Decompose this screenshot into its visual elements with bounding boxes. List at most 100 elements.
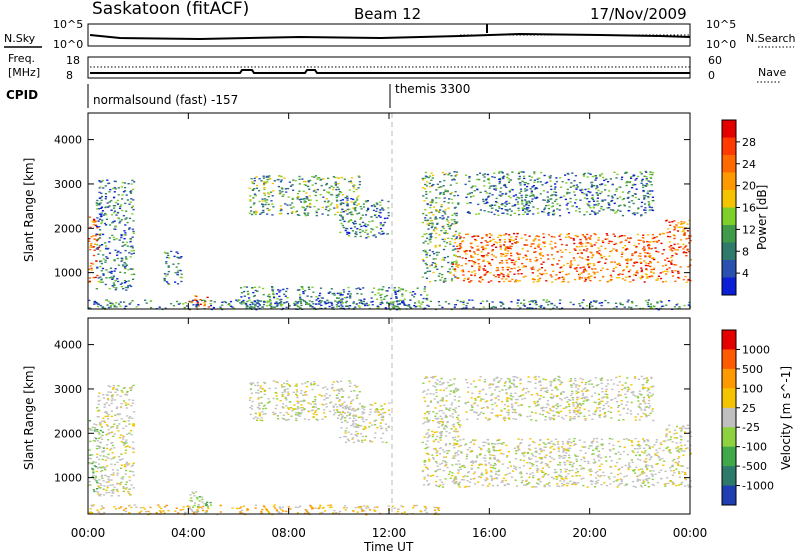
power-cell <box>589 213 592 215</box>
power-cell <box>516 241 519 243</box>
power-cell <box>122 265 125 267</box>
power-cell <box>422 187 425 189</box>
power-cell <box>530 243 533 245</box>
power-cell <box>90 262 93 265</box>
velocity-cell <box>484 479 488 482</box>
velocity-cell <box>350 424 353 427</box>
power-cell <box>227 303 230 306</box>
power-cell <box>490 280 493 282</box>
power-cell <box>102 273 105 275</box>
velocity-cell <box>662 449 665 452</box>
power-cell <box>98 218 102 220</box>
velocity-cell <box>335 409 338 411</box>
power-cell <box>126 245 129 247</box>
power-cell <box>176 252 180 255</box>
power-cell <box>446 223 449 226</box>
velocity-cell <box>439 439 442 441</box>
velocity-cell <box>450 384 453 386</box>
velocity-cell <box>388 413 391 416</box>
power-cell <box>339 307 342 309</box>
velocity-cell <box>125 404 128 406</box>
power-cell <box>255 176 258 178</box>
power-cell <box>650 271 653 273</box>
power-cell <box>577 264 580 266</box>
velocity-cell <box>317 384 320 387</box>
power-cell <box>582 175 585 177</box>
power-cell <box>628 210 631 212</box>
power-cell <box>280 209 283 211</box>
power-cell <box>301 198 304 200</box>
power-cell <box>645 179 648 181</box>
power-cell <box>578 246 581 248</box>
power-cell <box>385 294 389 297</box>
power-cell <box>547 199 550 201</box>
power-cell <box>606 268 609 270</box>
velocity-cell <box>356 424 359 426</box>
power-cell <box>121 198 124 200</box>
power-cell <box>347 231 350 234</box>
power-cell <box>628 241 631 243</box>
velocity-cell <box>374 432 377 434</box>
velocity-cell <box>118 482 122 485</box>
power-cell <box>317 303 320 305</box>
velocity-cell <box>593 458 596 461</box>
velocity-cell <box>424 400 427 402</box>
velocity-cell <box>295 385 298 387</box>
power-cell <box>309 304 312 307</box>
power-cell <box>593 244 596 246</box>
power-cell <box>306 197 309 199</box>
velocity-cell <box>297 401 300 403</box>
power-cell <box>428 265 431 267</box>
velocity-cell <box>634 454 638 457</box>
power-cell <box>622 247 625 249</box>
velocity-cell <box>250 382 253 384</box>
velocity-cell <box>295 393 298 396</box>
power-cell <box>249 306 252 308</box>
power-cell <box>647 234 650 236</box>
power-cell <box>540 171 543 174</box>
velocity-cell <box>514 458 518 460</box>
power-cell <box>340 302 343 304</box>
velocity-cell <box>469 441 472 444</box>
power-cell <box>575 187 578 189</box>
power-cell <box>631 187 634 189</box>
velocity-cell <box>486 439 490 441</box>
power-cell <box>677 226 680 228</box>
power-cell <box>506 210 509 212</box>
power-cell <box>528 307 531 310</box>
power-cell <box>470 274 473 276</box>
velocity-cell <box>107 478 110 480</box>
power-cell <box>360 293 363 295</box>
velocity-cell <box>297 411 300 414</box>
power-cell <box>247 293 250 296</box>
power-cell <box>646 190 650 192</box>
power-cell <box>282 288 285 291</box>
velocity-cell <box>124 473 127 475</box>
power-cell <box>129 241 132 243</box>
power-cell <box>374 214 377 216</box>
colorbar-swatch <box>722 172 736 191</box>
power-cell <box>682 234 686 236</box>
velocity-cell <box>120 481 123 484</box>
power-cell <box>90 236 93 238</box>
power-cell <box>114 205 117 207</box>
power-cell <box>443 238 447 240</box>
power-cell <box>429 238 432 240</box>
velocity-cell <box>258 404 261 407</box>
power-cell <box>453 223 457 225</box>
power-cell <box>196 300 199 302</box>
power-cell <box>631 184 634 186</box>
velocity-cell <box>610 460 613 462</box>
power-cell <box>106 304 109 306</box>
power-cell <box>587 188 590 190</box>
velocity-cell <box>487 448 490 450</box>
power-cell <box>533 179 536 181</box>
velocity-cell <box>448 409 451 412</box>
power-cell <box>489 185 492 187</box>
velocity-cell <box>470 468 473 470</box>
velocity-cell <box>292 408 296 411</box>
velocity-cell <box>97 493 100 495</box>
power-cell <box>451 261 454 264</box>
power-cell <box>485 202 488 204</box>
power-cell <box>272 295 275 298</box>
